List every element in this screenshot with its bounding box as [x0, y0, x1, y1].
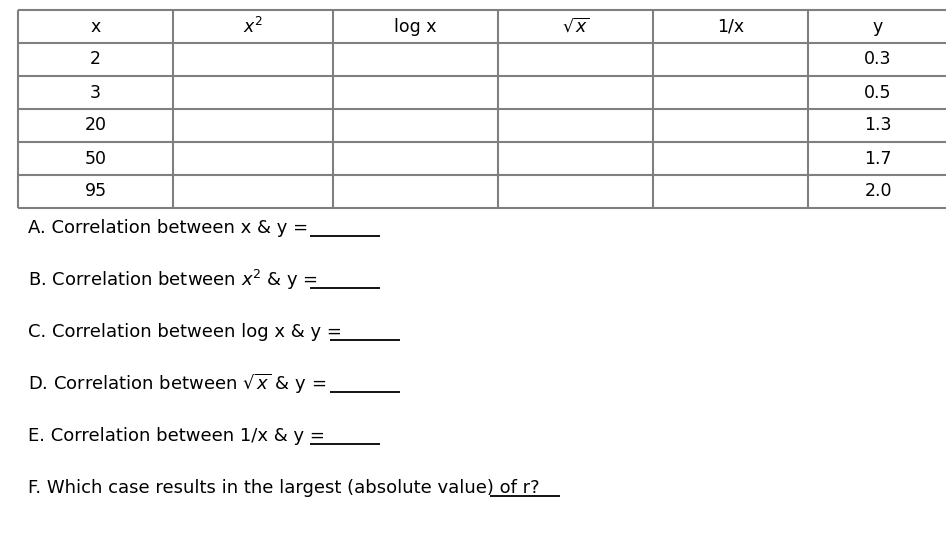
Text: $\sqrt{x}$: $\sqrt{x}$ — [562, 17, 589, 36]
Text: C. Correlation between log x & y =: C. Correlation between log x & y = — [28, 323, 342, 341]
Text: y: y — [873, 17, 884, 36]
Text: x: x — [91, 17, 100, 36]
Text: 1/x: 1/x — [717, 17, 745, 36]
Text: 3: 3 — [90, 84, 101, 101]
Text: 0.3: 0.3 — [865, 51, 892, 69]
Text: 20: 20 — [84, 116, 107, 134]
Text: 50: 50 — [84, 149, 107, 168]
Text: 95: 95 — [84, 183, 107, 201]
Text: 1.7: 1.7 — [865, 149, 892, 168]
Text: E. Correlation between 1/x & y =: E. Correlation between 1/x & y = — [28, 427, 324, 445]
Text: F. Which case results in the largest (absolute value) of r?: F. Which case results in the largest (ab… — [28, 479, 539, 497]
Text: $x^2$: $x^2$ — [243, 17, 263, 37]
Text: B. Correlation between $x^2$ & y =: B. Correlation between $x^2$ & y = — [28, 268, 318, 292]
Text: A. Correlation between x & y =: A. Correlation between x & y = — [28, 219, 308, 237]
Text: 1.3: 1.3 — [865, 116, 892, 134]
Text: D. Correlation between $\sqrt{x}$ & y =: D. Correlation between $\sqrt{x}$ & y = — [28, 372, 326, 396]
Text: 2.0: 2.0 — [865, 183, 892, 201]
Text: 0.5: 0.5 — [865, 84, 892, 101]
Text: log x: log x — [394, 17, 437, 36]
Text: 2: 2 — [90, 51, 101, 69]
